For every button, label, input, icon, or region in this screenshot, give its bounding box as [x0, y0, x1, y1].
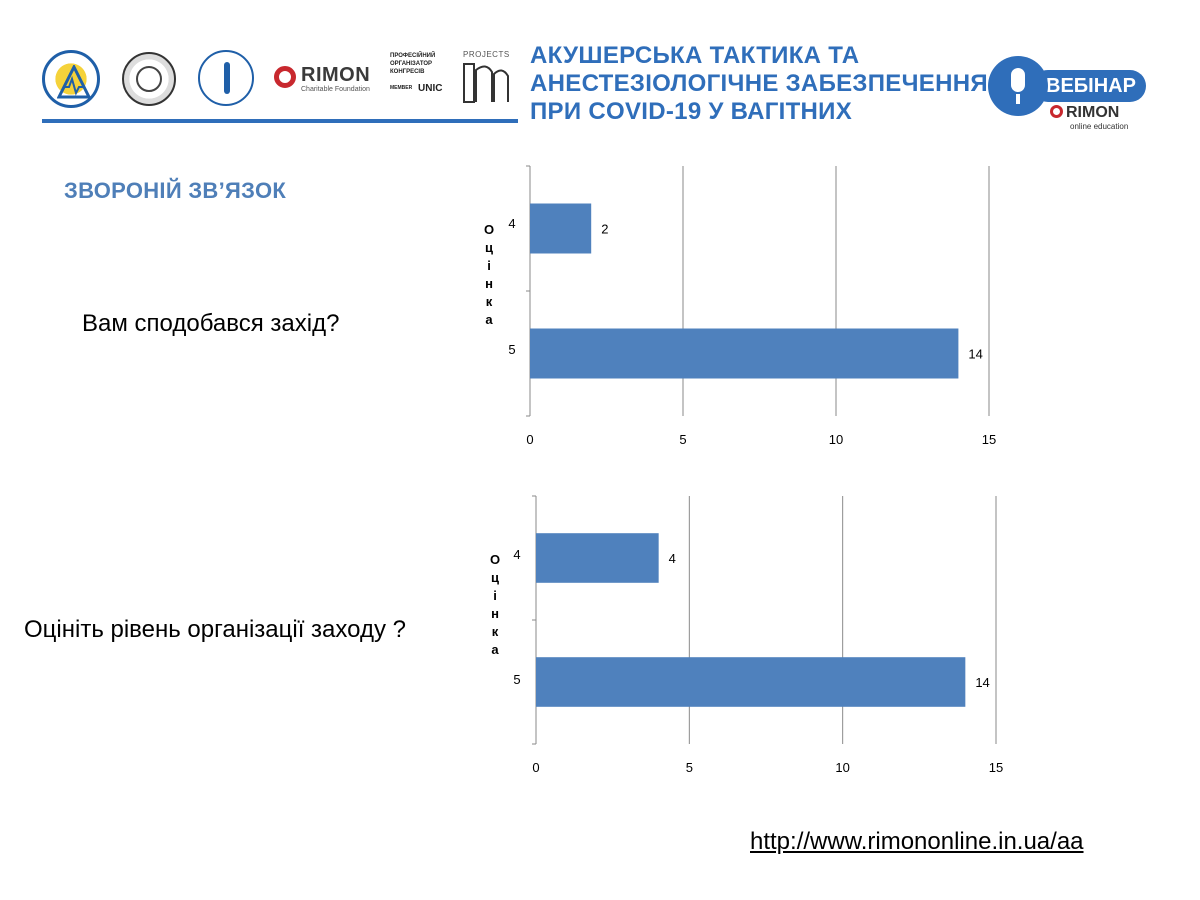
event-title-line-1: АКУШЕРСЬКА ТАКТИКА ТА	[530, 42, 860, 69]
rimon-subtitle: Charitable Foundation	[301, 86, 370, 93]
figure-icon	[224, 62, 230, 94]
chart1-x-tick-label: 15	[982, 432, 996, 447]
header-divider	[42, 119, 518, 123]
caduceus-icon	[136, 66, 162, 92]
organizer-brand: UNIC	[418, 83, 443, 94]
webinar-label-text: ВЕБІНАР	[1046, 75, 1136, 97]
chart2-x-tick-label: 10	[835, 760, 849, 775]
webinar-brand: RIMON	[1050, 104, 1119, 122]
chart2-data-label: 4	[669, 551, 676, 566]
organizer-line-3: КОНГРЕСІВ	[390, 69, 425, 75]
academy-logo	[198, 50, 254, 106]
webinar-label: ВЕБІНАР	[1032, 70, 1146, 102]
chart1-x-tick-label: 0	[526, 432, 533, 447]
chart2-x-tick-label: 5	[686, 760, 693, 775]
organizer-member: MEMBER	[390, 85, 413, 91]
chart1-x-tick-label: 10	[829, 432, 843, 447]
chart1-data-label: 2	[601, 222, 608, 237]
organizer-line-2: ОРГАНІЗАТОР	[390, 61, 433, 67]
chart1-x-tick-label: 5	[679, 432, 686, 447]
chart2-category-label: 4	[513, 547, 520, 562]
chart1-bar-4	[530, 203, 592, 254]
chart2-y-axis-title-letter: ц	[491, 570, 499, 585]
association-logo	[42, 50, 100, 108]
webinar-subtitle: online education	[1070, 122, 1129, 131]
microphone-icon	[988, 56, 1048, 116]
chart2-bar-5	[536, 657, 966, 707]
section-heading: ЗВОРОНІЙ ЗВ’ЯЗОК	[64, 178, 287, 203]
chart1-bar-5	[530, 328, 959, 379]
chart1-y-axis-title-letter: ц	[485, 240, 493, 255]
event-title-line-2: АНЕСТЕЗІОЛОГІЧНЕ ЗАБЕЗПЕЧЕННЯ	[530, 70, 988, 97]
chart2-bar-4	[536, 533, 659, 583]
chart1-y-axis-title-letter: н	[485, 276, 493, 291]
event-title-line-3: ПРИ COVID-19 У ВАГІТНИХ	[530, 98, 853, 125]
medical-university-logo	[122, 52, 176, 106]
chart2-data-label: 14	[975, 675, 989, 690]
question-2: Оцініть рівень організації заходу ?	[24, 616, 406, 643]
rimon-ring-small-icon	[1050, 105, 1063, 118]
chart1-category-label: 4	[508, 216, 515, 231]
triangle-emblem-icon	[57, 65, 91, 99]
chart1-y-axis-title-letter: к	[486, 294, 493, 309]
rimon-word: RIMON	[301, 64, 371, 86]
congress-organizer-logo: ПРОФЕСІЙНИЙ ОРГАНІЗАТОР КОНГРЕСІВ MEMBER…	[390, 52, 462, 102]
chart2-y-axis-title-letter: а	[491, 642, 499, 657]
rimon-ring-icon	[274, 66, 296, 88]
chart2-y-axis-title-letter: н	[491, 606, 499, 621]
chart2-y-axis-title-letter: О	[490, 552, 500, 567]
chart2-y-axis-title-letter: к	[492, 624, 499, 639]
chart1-data-label: 14	[968, 347, 982, 362]
chart1-category-label: 5	[508, 342, 515, 357]
event-title: АКУШЕРСЬКА ТАКТИКА ТА АНЕСТЕЗІОЛОГІЧНЕ З…	[530, 42, 988, 126]
chart1-y-axis-title-letter: а	[485, 312, 493, 327]
chart2-x-tick-label: 15	[989, 760, 1003, 775]
chart1-y-axis-title-letter: і	[487, 258, 491, 273]
footer-url-link[interactable]: http://www.rimononline.in.ua/aa	[750, 828, 1084, 855]
chart2-category-label: 5	[513, 672, 520, 687]
chart2-y-axis-title-letter: і	[493, 588, 497, 603]
webinar-brand-text: RIMON	[1066, 104, 1120, 121]
webinar-badge: ВЕБІНАР RIMON online education	[988, 56, 1148, 131]
chart1-y-axis-title-letter: О	[484, 222, 494, 237]
projects-word: PROJECTS	[463, 50, 510, 59]
organizer-line-1: ПРОФЕСІЙНИЙ	[390, 53, 436, 59]
projects-logo: PROJECTS	[462, 50, 512, 106]
projects-mark-icon	[463, 63, 509, 103]
rimon-foundation-logo: RIMON Charitable Foundation	[274, 62, 370, 102]
question-1: Вам сподобався захід?	[82, 310, 340, 337]
chart2-x-tick-label: 0	[532, 760, 539, 775]
